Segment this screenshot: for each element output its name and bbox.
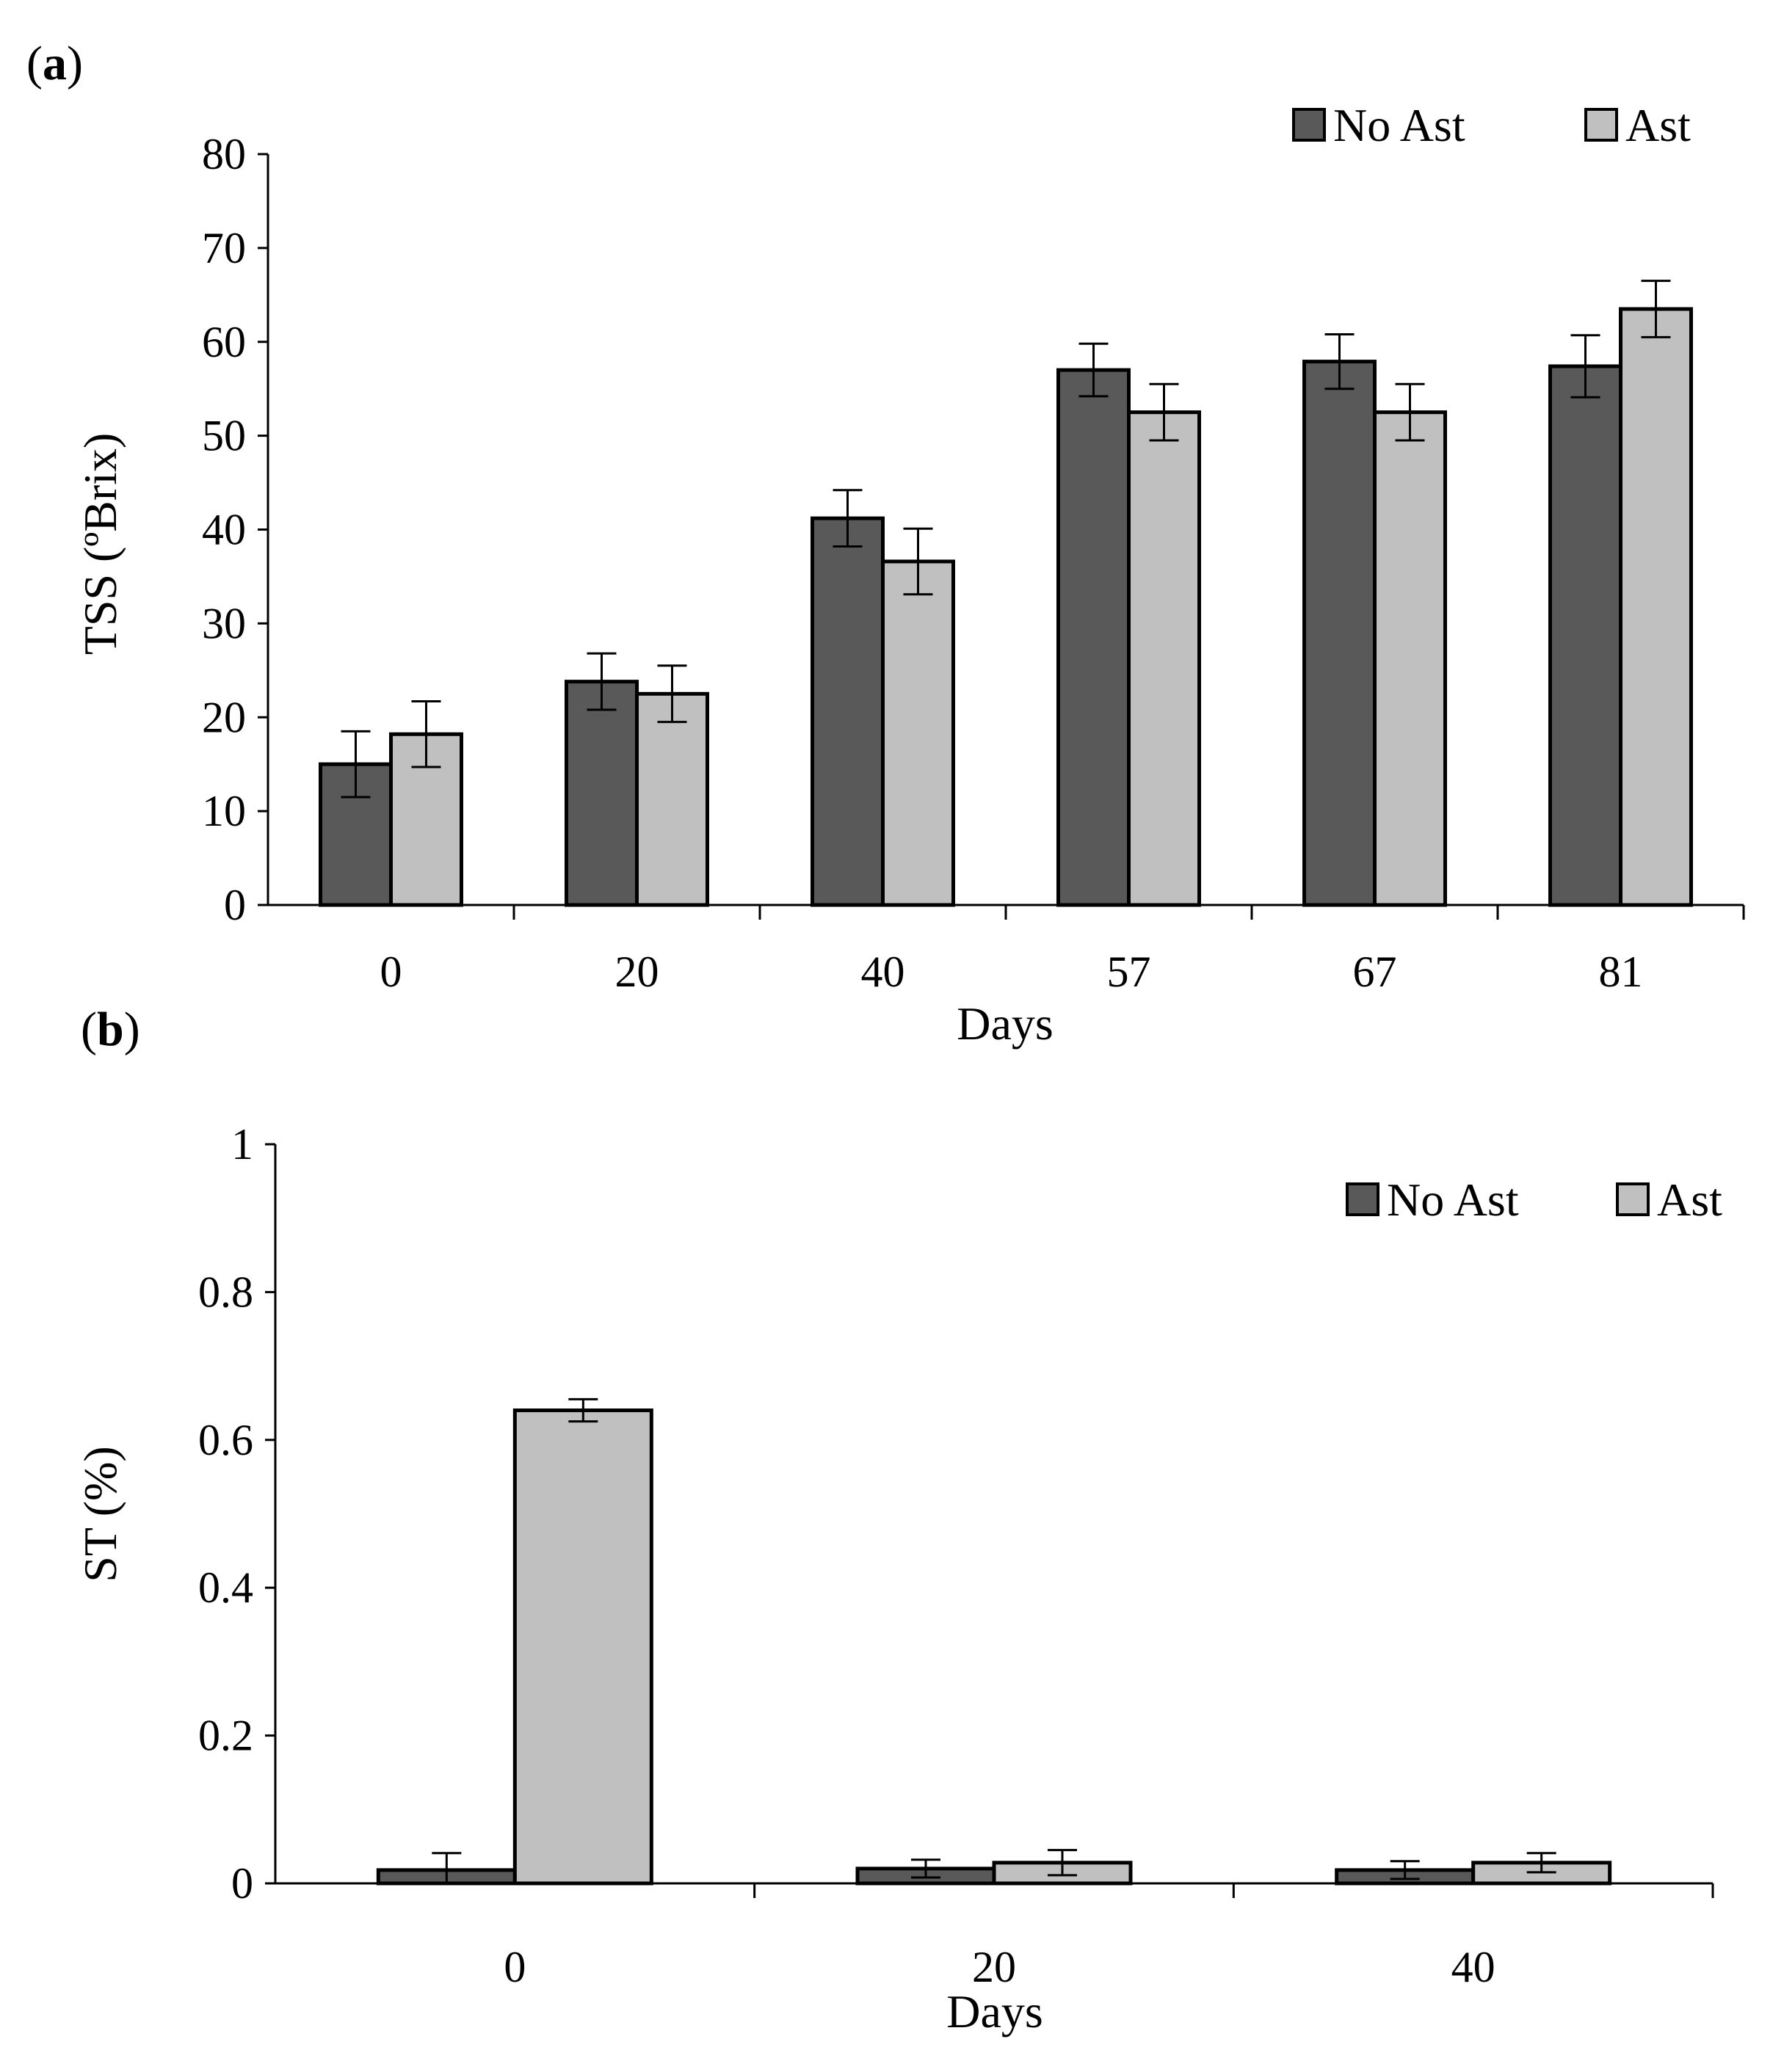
bar-ast-81 xyxy=(1619,307,1693,907)
y-tick-label: 0 xyxy=(224,881,246,929)
x-tick-label: 0 xyxy=(380,948,402,996)
legend-swatch-ast xyxy=(1616,1182,1650,1216)
bar-no-ast-57 xyxy=(1056,368,1131,907)
bar-ast-67 xyxy=(1373,410,1447,907)
x-tick-label: 40 xyxy=(1451,1943,1495,1991)
y-tick-label: 30 xyxy=(202,599,246,647)
y-tick-label: 0.6 xyxy=(198,1416,253,1464)
bar-no-ast-81 xyxy=(1548,364,1622,907)
bar-ast-57 xyxy=(1127,410,1201,907)
panel-b-label: (b) xyxy=(81,1003,140,1056)
x-tick-label: 0 xyxy=(504,1943,526,1991)
bar-no-ast-40 xyxy=(811,516,885,907)
legend-label: Ast xyxy=(1657,1174,1722,1226)
y-tick-label: 80 xyxy=(202,130,246,178)
y-axis-title-b: ST (%) xyxy=(74,1446,126,1582)
y-tick-label: 0.4 xyxy=(198,1563,253,1612)
x-tick-label: 20 xyxy=(615,948,659,996)
plot-area-a: 0 10 20 30 40 50 60 70 80 0 20 40 57 67 81 No Ast Ast xyxy=(202,99,1745,996)
y-tick-label: 20 xyxy=(202,693,246,741)
y-axis-title-a: TSS (ºBrix) xyxy=(74,433,126,655)
plot-area-b: 0 0.2 0.4 0.6 0.8 1 0 20 40 No Ast Ast xyxy=(198,1120,1722,1991)
x-axis-title-a: Days xyxy=(957,997,1054,1050)
legend-swatch-no-ast xyxy=(1292,108,1326,142)
legend-label: Ast xyxy=(1625,99,1691,151)
y-tick-label: 10 xyxy=(202,787,246,835)
legend-label: No Ast xyxy=(1333,99,1465,151)
y-tick-label: 50 xyxy=(202,412,246,460)
legend-swatch-ast xyxy=(1584,108,1618,142)
bar-ast-0 xyxy=(512,1408,653,1886)
y-tick-label: 0.8 xyxy=(198,1268,253,1316)
y-tick-label: 40 xyxy=(202,506,246,554)
x-axis-title-b: Days xyxy=(946,1985,1043,2038)
y-tick-label: 70 xyxy=(202,224,246,272)
bar-no-ast-67 xyxy=(1302,360,1377,907)
legend-label: No Ast xyxy=(1387,1174,1519,1226)
bar-no-ast-20 xyxy=(565,680,639,907)
x-tick-label: 57 xyxy=(1107,948,1151,996)
y-tick-label: 60 xyxy=(202,318,246,366)
x-tick-label: 81 xyxy=(1599,948,1643,996)
panel-a-label: (a) xyxy=(26,37,83,90)
x-tick-label: 40 xyxy=(861,948,905,996)
x-tick-label: 67 xyxy=(1353,948,1397,996)
bar-ast-40 xyxy=(881,559,955,907)
y-tick-label: 0 xyxy=(231,1859,253,1908)
chart-panel-a: (a) 0 10 20 30 40 50 60 70 80 0 20 40 57 67 81 No Ast As… xyxy=(26,37,1745,1050)
legend-swatch-no-ast xyxy=(1346,1182,1379,1216)
y-tick-label: 0.2 xyxy=(198,1712,253,1760)
y-tick-label: 1 xyxy=(231,1120,253,1168)
x-tick-label: 20 xyxy=(972,1943,1016,1991)
bar-ast-20 xyxy=(635,691,709,907)
